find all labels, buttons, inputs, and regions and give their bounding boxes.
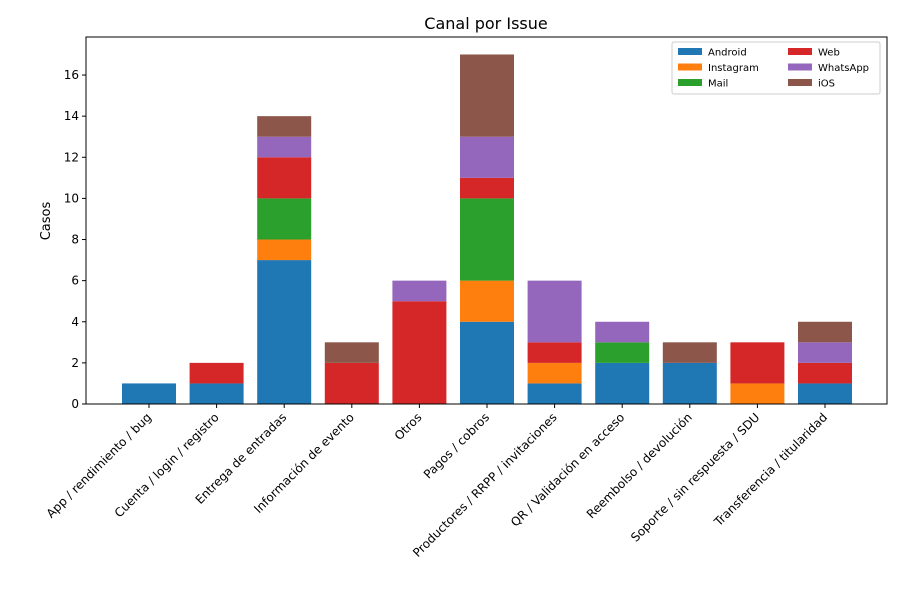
y-axis-label: Casos (39, 202, 54, 241)
x-tick-label: QR / Validación en acceso (508, 410, 627, 529)
bar-segment-whatsapp-4 (392, 280, 447, 302)
bar-segment-web-9 (730, 342, 785, 384)
bar-segment-android-0 (122, 383, 176, 404)
bar-segment-whatsapp-5 (460, 136, 514, 178)
bar-segment-android-5 (460, 321, 514, 404)
bar-segment-instagram-6 (527, 362, 582, 384)
legend-swatch-web (788, 48, 812, 55)
bars-group (122, 54, 852, 404)
y-tick-label: 6 (71, 274, 79, 288)
bar-segment-ios-10 (798, 321, 852, 343)
y-tick-label: 8 (71, 233, 79, 247)
bar-segment-web-3 (324, 362, 379, 404)
bar-segment-mail-5 (460, 198, 514, 281)
y-tick-label: 16 (64, 68, 79, 82)
bar-segment-android-7 (595, 362, 650, 404)
x-tick-label: Otros (392, 410, 425, 443)
legend-swatch-mail (678, 79, 702, 86)
legend-label-mail: Mail (708, 79, 728, 90)
y-tick-label: 14 (64, 109, 79, 123)
y-tick-label: 10 (64, 191, 79, 205)
bar-segment-web-10 (798, 362, 852, 384)
bar-segment-whatsapp-6 (527, 280, 582, 343)
legend-swatch-instagram (678, 63, 702, 71)
bar-segment-web-1 (189, 362, 244, 384)
bar-segment-android-1 (189, 383, 244, 404)
legend-swatch-whatsapp (788, 63, 812, 71)
legend-swatch-android (678, 48, 702, 55)
bar-segment-mail-7 (595, 342, 650, 363)
y-axis: 0 2 4 6 8 10 12 14 16 (64, 68, 86, 411)
bar-segment-web-4 (392, 301, 447, 404)
x-tick-label: Soporte / sin respuesta / SDU (628, 410, 762, 544)
bar-segment-mail-2 (257, 198, 312, 240)
bar-segment-whatsapp-2 (257, 136, 312, 158)
plot-frame (85, 36, 888, 405)
legend: Android Instagram Mail Web WhatsApp iOS (671, 41, 881, 95)
bar-segment-android-2 (257, 260, 312, 404)
chart-title: Canal por Issue (424, 14, 547, 33)
y-tick-label: 0 (71, 397, 79, 411)
bar-segment-android-6 (527, 383, 582, 404)
bar-segment-ios-8 (662, 342, 717, 363)
bar-segment-web-6 (527, 342, 582, 363)
x-tick-label: Productores / RRPP / invitaciones (410, 410, 560, 560)
y-tick-label: 4 (71, 315, 79, 329)
bar-segment-android-10 (798, 383, 852, 404)
bar-segment-whatsapp-10 (798, 342, 852, 363)
legend-label-web: Web (818, 48, 840, 59)
x-tick-label: Transferencia / titularidad (711, 410, 830, 529)
bar-segment-ios-2 (257, 116, 312, 137)
legend-box (671, 41, 881, 95)
legend-label-android: Android (708, 48, 747, 59)
bar-segment-ios-5 (460, 54, 514, 137)
bar-segment-instagram-2 (257, 239, 312, 261)
bar-segment-ios-3 (324, 342, 379, 363)
bar-segment-web-2 (257, 157, 312, 199)
legend-label-ios: iOS (818, 79, 835, 90)
bar-segment-instagram-9 (730, 383, 785, 404)
y-tick-label: 2 (71, 356, 79, 370)
bar-segment-android-8 (662, 362, 717, 404)
legend-swatch-ios (788, 79, 812, 86)
legend-label-instagram: Instagram (708, 63, 759, 74)
bar-segment-web-5 (460, 177, 514, 199)
y-tick-label: 12 (64, 150, 79, 164)
bar-segment-whatsapp-7 (595, 321, 650, 343)
x-tick-label: Pagos / cobros (421, 410, 492, 481)
bar-segment-instagram-5 (460, 280, 514, 322)
legend-label-whatsapp: WhatsApp (818, 63, 869, 74)
